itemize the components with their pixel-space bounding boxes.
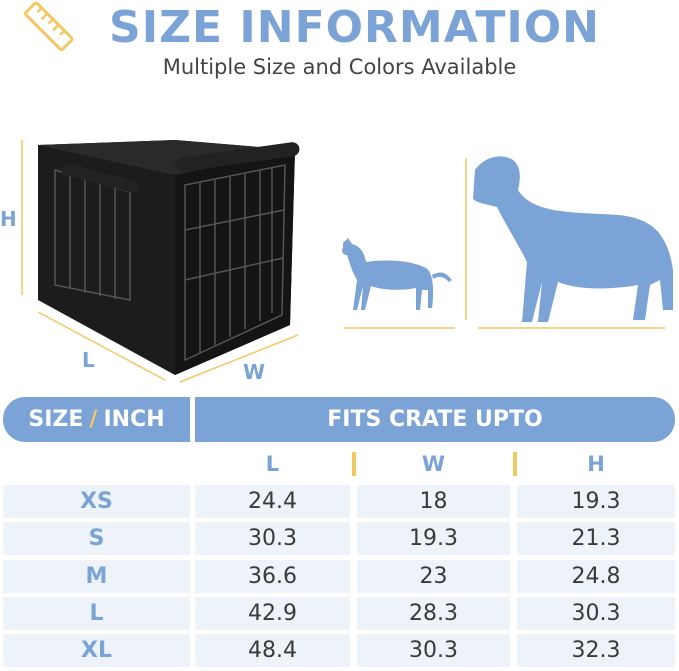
width-label: W — [243, 360, 266, 384]
cell-l: 30.3 — [195, 522, 350, 555]
dog-silhouette — [473, 156, 673, 322]
size-inch-header: SIZE / INCH — [3, 397, 190, 442]
column-divider — [352, 452, 356, 476]
column-header-h: H — [587, 452, 605, 476]
crate-cover-image — [38, 140, 300, 375]
height-label: H — [0, 207, 17, 231]
table-row: XS 24.4 18 19.3 — [3, 485, 675, 518]
table-row: L 42.9 28.3 30.3 — [3, 597, 675, 630]
ruler-icon — [23, 1, 74, 52]
cell-size: M — [3, 560, 190, 593]
cell-l: 24.4 — [195, 485, 350, 518]
page-title: SIZE INFORMATION — [109, 2, 600, 53]
cell-h: 21.3 — [517, 522, 675, 555]
table-row: M 36.6 23 24.8 — [3, 560, 675, 593]
column-divider — [513, 452, 517, 476]
cell-w: 28.3 — [357, 597, 510, 630]
cell-h: 24.8 — [517, 560, 675, 593]
cell-size: XL — [3, 634, 190, 667]
column-header-l: L — [265, 452, 280, 476]
column-header-w: W — [421, 452, 446, 476]
cell-size: S — [3, 522, 190, 555]
cell-w: 30.3 — [357, 634, 510, 667]
length-label: L — [82, 348, 95, 372]
cell-l: 36.6 — [195, 560, 350, 593]
cell-l: 42.9 — [195, 597, 350, 630]
product-illustration — [21, 140, 673, 383]
cell-w: 19.3 — [357, 522, 510, 555]
cell-size: L — [3, 597, 190, 630]
cell-l: 48.4 — [195, 634, 350, 667]
cell-w: 18 — [357, 485, 510, 518]
cell-h: 32.3 — [517, 634, 675, 667]
cell-h: 30.3 — [517, 597, 675, 630]
page-subtitle: Multiple Size and Colors Available — [162, 55, 517, 79]
cat-silhouette — [342, 238, 452, 310]
table-row: XL 48.4 30.3 32.3 — [3, 634, 675, 667]
cell-size: XS — [3, 485, 190, 518]
cell-w: 23 — [357, 560, 510, 593]
cell-h: 19.3 — [517, 485, 675, 518]
fits-crate-header: FITS CRATE UPTO — [195, 397, 675, 442]
table-row: S 30.3 19.3 21.3 — [3, 522, 675, 555]
